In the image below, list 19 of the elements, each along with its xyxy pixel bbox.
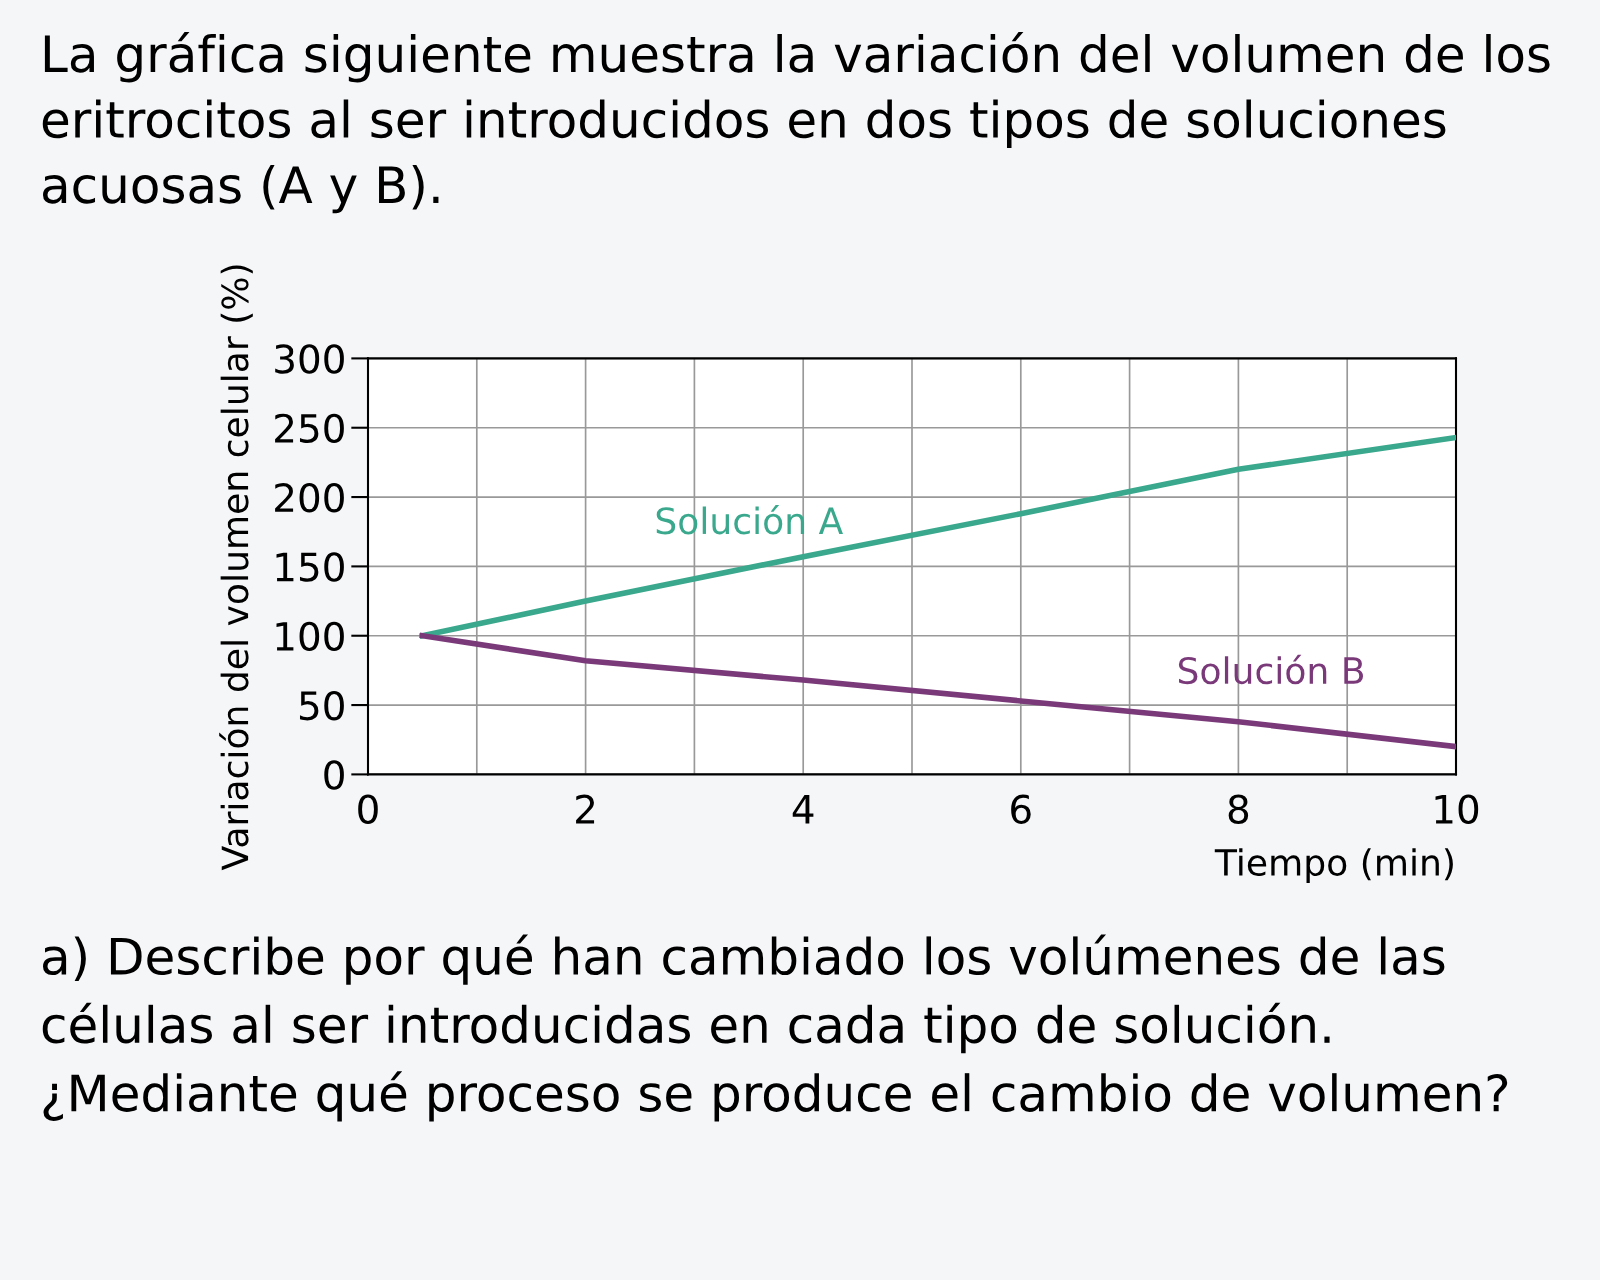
x-tick-label: 8 xyxy=(1228,794,1249,824)
x-tick-label: 4 xyxy=(792,795,814,824)
series-label: Solución A xyxy=(656,505,843,535)
x-tick-label: 0 xyxy=(358,794,378,824)
y-axis-title: Variación del volumen celular (%) xyxy=(219,265,253,871)
x-tick-label: 6 xyxy=(1011,794,1031,824)
x-axis-title: Tiempo (min) xyxy=(1214,848,1453,884)
series-label: Solución B xyxy=(1178,654,1364,685)
y-tick-label: 300 xyxy=(275,344,344,374)
y-tick-label: 150 xyxy=(276,552,344,582)
text: a) Describe por qué han cambiado los volúmenes de las células al ser introducidas en cada tipo de solución. ¿Mediante qué proceso se produce el cambio de volumen? xyxy=(42,934,1508,1122)
y-tick-label: 250 xyxy=(275,413,344,444)
y-tick-label: 100 xyxy=(276,621,344,652)
x-tick-label: 2 xyxy=(576,794,595,824)
y-tick-label: 0 xyxy=(324,760,344,790)
y-tick-label: 200 xyxy=(275,482,344,513)
chart-title: La gráfica siguiente muestra la variación del volumen de los eritrocitos al ser introducidos en dos tipos de soluciones acuosas (A y B). xyxy=(42,32,1550,214)
x-tick-label: 10 xyxy=(1435,794,1479,824)
y-tick-label: 50 xyxy=(299,690,344,721)
